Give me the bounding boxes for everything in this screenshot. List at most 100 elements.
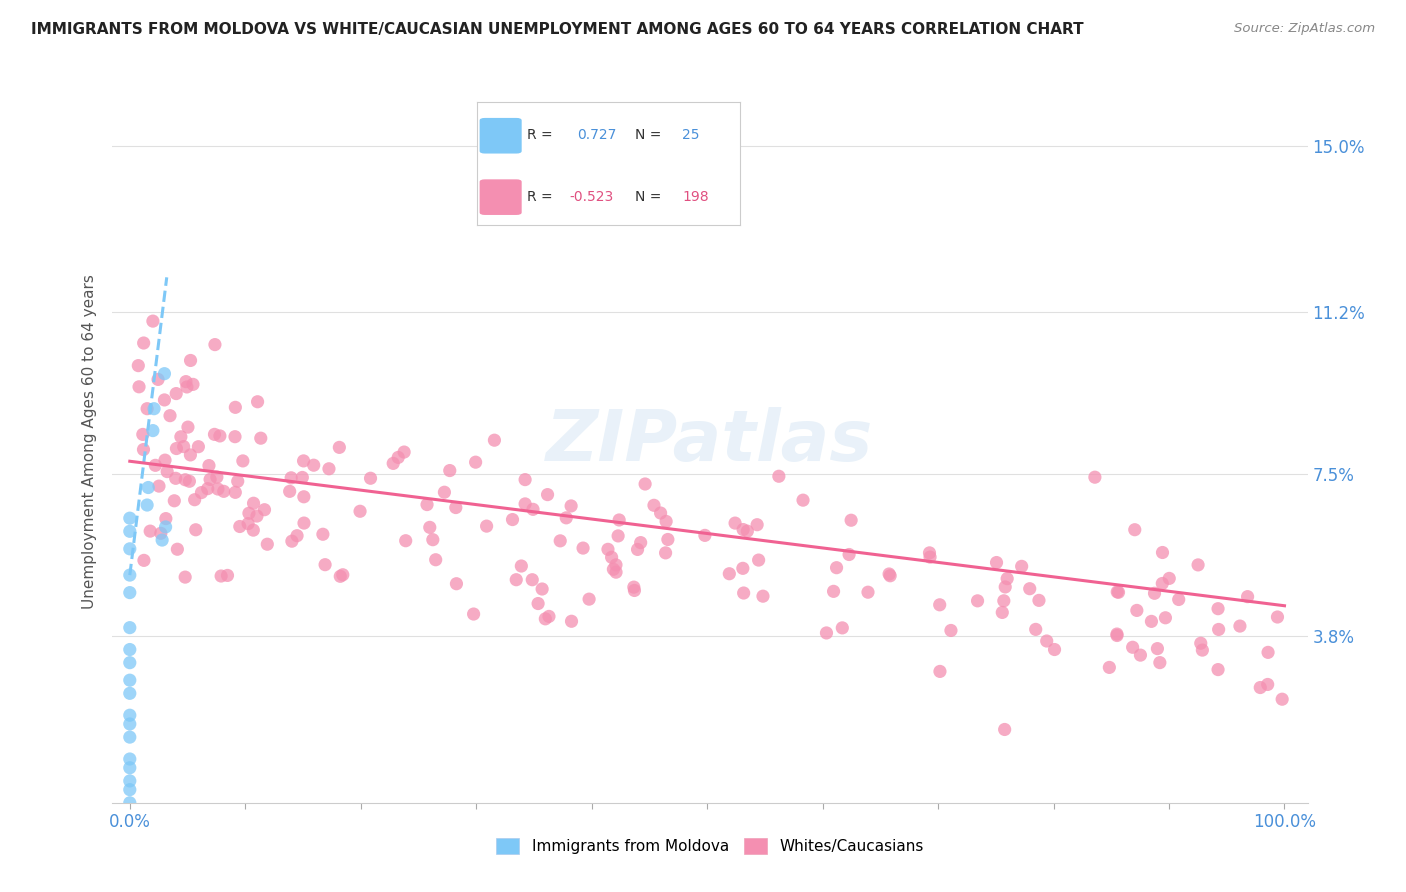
Whites/Caucasians (242, 496, 264, 510)
Whites/Caucasians (204, 337, 226, 351)
Whites/Caucasians (127, 359, 149, 373)
Whites/Caucasians (918, 550, 941, 565)
Whites/Caucasians (1105, 627, 1128, 641)
Whites/Caucasians (994, 580, 1017, 594)
Whites/Caucasians (1206, 601, 1229, 615)
Whites/Caucasians (318, 462, 340, 476)
Whites/Caucasians (132, 442, 155, 457)
Immigrants from Moldova (118, 686, 141, 700)
Whites/Caucasians (312, 527, 335, 541)
Whites/Caucasians (724, 516, 747, 530)
Whites/Caucasians (626, 542, 648, 557)
Immigrants from Moldova (118, 717, 141, 731)
Whites/Caucasians (444, 500, 467, 515)
Whites/Caucasians (132, 427, 155, 442)
Whites/Caucasians (733, 586, 755, 600)
Whites/Caucasians (387, 450, 409, 465)
Whites/Caucasians (939, 624, 962, 638)
Whites/Caucasians (966, 594, 988, 608)
Whites/Caucasians (1108, 585, 1130, 599)
Whites/Caucasians (204, 427, 226, 442)
Whites/Caucasians (1122, 640, 1144, 655)
Whites/Caucasians (183, 492, 205, 507)
Whites/Caucasians (505, 573, 527, 587)
Whites/Caucasians (166, 542, 188, 557)
Immigrants from Moldova (155, 520, 177, 534)
Whites/Caucasians (292, 516, 315, 530)
Whites/Caucasians (208, 429, 231, 443)
Whites/Caucasians (572, 541, 595, 555)
Whites/Caucasians (1146, 641, 1168, 656)
Whites/Caucasians (1154, 611, 1177, 625)
Whites/Caucasians (1257, 677, 1279, 691)
Immigrants from Moldova (150, 533, 173, 547)
Immigrants from Moldova (142, 424, 165, 438)
Whites/Caucasians (1152, 576, 1174, 591)
Whites/Caucasians (419, 520, 441, 534)
Whites/Caucasians (416, 498, 439, 512)
Whites/Caucasians (1249, 681, 1271, 695)
Whites/Caucasians (464, 455, 486, 469)
Whites/Caucasians (146, 372, 169, 386)
Whites/Caucasians (531, 582, 554, 596)
Whites/Caucasians (522, 502, 544, 516)
Text: ZIPatlas: ZIPatlas (547, 407, 873, 476)
Whites/Caucasians (281, 534, 304, 549)
Whites/Caucasians (165, 442, 187, 456)
Immigrants from Moldova (118, 541, 141, 556)
Whites/Caucasians (463, 607, 485, 621)
Whites/Caucasians (718, 566, 741, 581)
Whites/Caucasians (170, 430, 193, 444)
Whites/Caucasians (280, 471, 302, 485)
Whites/Caucasians (752, 589, 775, 603)
Whites/Caucasians (1206, 663, 1229, 677)
Whites/Caucasians (733, 523, 755, 537)
Whites/Caucasians (1208, 623, 1230, 637)
Whites/Caucasians (1187, 558, 1209, 572)
Whites/Caucasians (560, 614, 582, 628)
Whites/Caucasians (654, 546, 676, 560)
Text: Source: ZipAtlas.com: Source: ZipAtlas.com (1234, 22, 1375, 36)
Whites/Caucasians (513, 497, 536, 511)
Whites/Caucasians (655, 515, 678, 529)
Whites/Caucasians (596, 542, 619, 557)
Whites/Caucasians (918, 546, 941, 560)
Whites/Caucasians (422, 533, 444, 547)
Immigrants from Moldova (153, 367, 176, 381)
Whites/Caucasians (136, 401, 159, 416)
Whites/Caucasians (1229, 619, 1251, 633)
Whites/Caucasians (209, 569, 232, 583)
Whites/Caucasians (555, 511, 578, 525)
Whites/Caucasians (693, 528, 716, 542)
Whites/Caucasians (332, 567, 354, 582)
Whites/Caucasians (163, 493, 186, 508)
Whites/Caucasians (657, 533, 679, 547)
Whites/Caucasians (1035, 634, 1057, 648)
Whites/Caucasians (1105, 628, 1128, 642)
Whites/Caucasians (174, 473, 197, 487)
Legend: Immigrants from Moldova, Whites/Caucasians: Immigrants from Moldova, Whites/Caucasia… (491, 832, 929, 860)
Whites/Caucasians (928, 598, 950, 612)
Whites/Caucasians (179, 475, 201, 489)
Whites/Caucasians (600, 550, 623, 565)
Whites/Caucasians (838, 548, 860, 562)
Text: IMMIGRANTS FROM MOLDOVA VS WHITE/CAUCASIAN UNEMPLOYMENT AMONG AGES 60 TO 64 YEAR: IMMIGRANTS FROM MOLDOVA VS WHITE/CAUCASI… (31, 22, 1084, 37)
Whites/Caucasians (1123, 523, 1146, 537)
Whites/Caucasians (522, 573, 544, 587)
Whites/Caucasians (560, 499, 582, 513)
Whites/Caucasians (179, 448, 201, 462)
Whites/Caucasians (737, 524, 759, 538)
Immigrants from Moldova (118, 642, 141, 657)
Whites/Caucasians (148, 479, 170, 493)
Whites/Caucasians (207, 482, 229, 496)
Whites/Caucasians (382, 456, 405, 470)
Whites/Caucasians (174, 570, 197, 584)
Whites/Caucasians (650, 506, 672, 520)
Whites/Caucasians (132, 553, 155, 567)
Whites/Caucasians (623, 583, 645, 598)
Whites/Caucasians (155, 511, 177, 525)
Whites/Caucasians (242, 523, 264, 537)
Whites/Caucasians (1267, 610, 1289, 624)
Whites/Caucasians (439, 464, 461, 478)
Whites/Caucasians (197, 482, 219, 496)
